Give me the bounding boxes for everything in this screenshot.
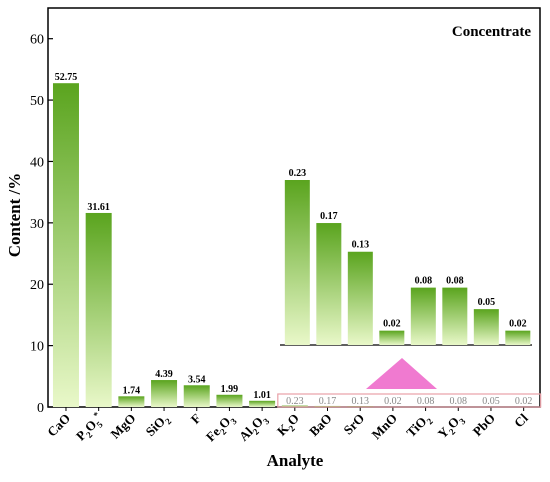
bar bbox=[216, 394, 243, 407]
x-tick-label: Y2O3 bbox=[435, 410, 468, 443]
inset-bar bbox=[442, 287, 468, 345]
bar bbox=[85, 212, 112, 407]
x-tick-label: MgO bbox=[107, 411, 138, 442]
y-tick-label: 0 bbox=[37, 401, 44, 416]
data-label: 0.02 bbox=[384, 396, 402, 407]
x-tick-label: TiO2 bbox=[403, 410, 435, 442]
data-label: 52.75 bbox=[55, 72, 78, 83]
data-label: 0.17 bbox=[319, 396, 337, 407]
bar bbox=[249, 400, 276, 407]
y-tick-label: 20 bbox=[30, 278, 44, 293]
x-tick-label: BaO bbox=[306, 411, 334, 439]
x-tick-label: SrO bbox=[340, 411, 367, 438]
plot-area: 0 10 20 30 40 50 60 52.75 CaO 31.61 P2O5* 1.74 MgO 4.… bbox=[30, 7, 542, 446]
x-tick-label: P2O5* bbox=[72, 409, 108, 445]
inset-data-label: 0.05 bbox=[478, 297, 496, 308]
arrow-triangle bbox=[366, 358, 437, 389]
highlight-box bbox=[277, 393, 542, 408]
chart-title: Concentrate bbox=[452, 24, 531, 40]
inset-bar bbox=[473, 309, 499, 345]
inset-data-label: 0.02 bbox=[383, 319, 401, 330]
inset-bar bbox=[284, 180, 310, 345]
inset-data-label: 0.08 bbox=[415, 276, 433, 287]
x-tick-label: F bbox=[188, 410, 204, 426]
data-label: 0.13 bbox=[351, 396, 369, 407]
inset-data-label: 0.23 bbox=[289, 168, 307, 179]
inset-bar bbox=[410, 287, 436, 345]
y-tick-label: 60 bbox=[30, 33, 44, 48]
data-label: 0.08 bbox=[450, 396, 468, 407]
inset-data-label: 0.08 bbox=[446, 276, 464, 287]
data-label: 0.05 bbox=[482, 396, 500, 407]
data-label: 0.23 bbox=[286, 396, 304, 407]
y-tick-label: 30 bbox=[30, 217, 44, 232]
y-axis-title: Content /% bbox=[5, 173, 24, 258]
data-label: 4.39 bbox=[155, 369, 173, 380]
data-label: 1.01 bbox=[253, 390, 271, 401]
x-tick-label: Cl bbox=[511, 410, 531, 430]
inset-data-label: 0.02 bbox=[509, 319, 527, 330]
data-label: 0.02 bbox=[515, 396, 533, 407]
x-tick-label: PbO bbox=[470, 411, 498, 439]
data-label: 31.61 bbox=[87, 202, 110, 213]
inset-bar bbox=[347, 251, 373, 345]
inset-bar bbox=[379, 330, 405, 345]
inset-bar bbox=[505, 330, 531, 345]
x-tick-label: K2O bbox=[274, 411, 304, 441]
bar bbox=[183, 385, 210, 407]
x-tick-label: CaO bbox=[44, 411, 73, 440]
x-tick-label: SiO2 bbox=[143, 410, 174, 441]
x-tick-label: Al2O3 bbox=[236, 410, 272, 446]
x-tick-label: MnO bbox=[368, 411, 400, 443]
bar bbox=[151, 380, 178, 407]
y-tick-label: 40 bbox=[30, 155, 44, 170]
bar bbox=[52, 83, 79, 407]
data-label: 0.08 bbox=[417, 396, 435, 407]
x-axis-title: Analyte bbox=[267, 451, 324, 470]
bar bbox=[118, 396, 145, 407]
x-tick-label: Fe2O3 bbox=[203, 410, 239, 446]
bar bbox=[281, 405, 308, 407]
y-tick-label: 10 bbox=[30, 340, 44, 355]
data-label: 3.54 bbox=[188, 374, 206, 385]
inset-data-label: 0.17 bbox=[320, 211, 338, 222]
inset-bar bbox=[316, 223, 342, 345]
data-label: 1.74 bbox=[123, 385, 141, 396]
inset-data-label: 0.13 bbox=[352, 240, 370, 251]
y-tick-label: 50 bbox=[30, 94, 44, 109]
data-label: 1.99 bbox=[221, 384, 239, 395]
